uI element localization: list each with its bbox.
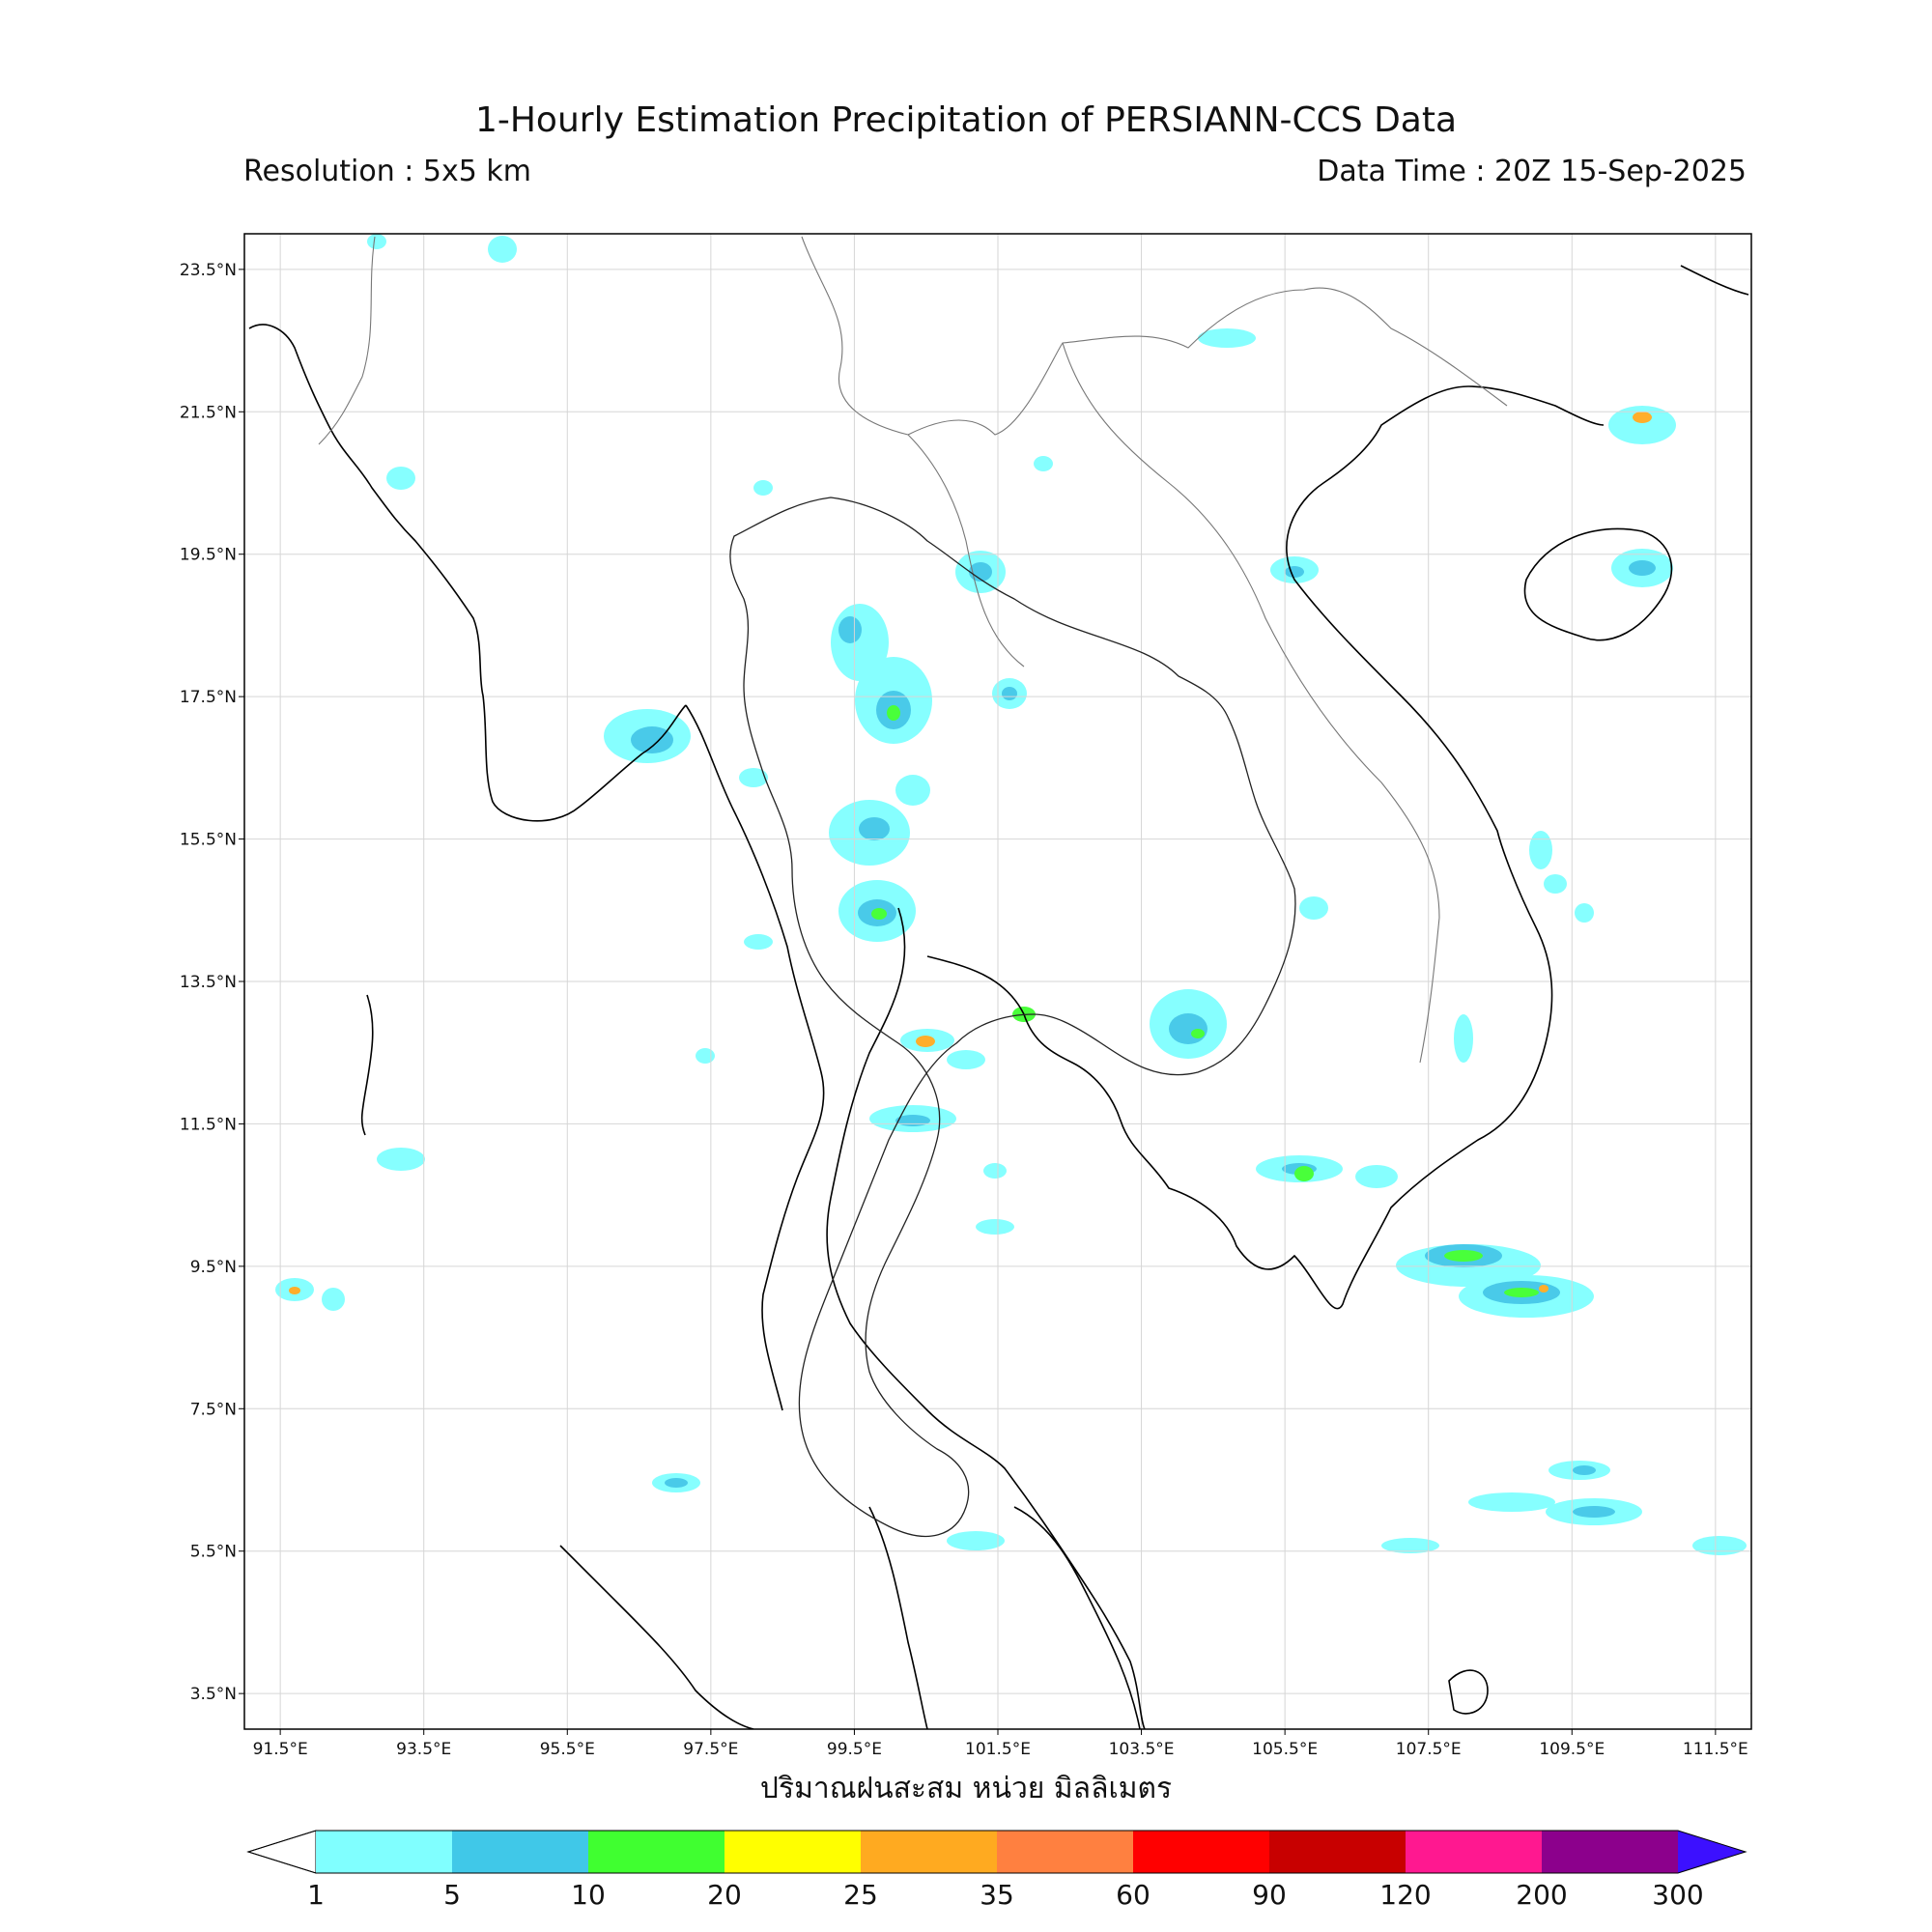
colorbar-segment [316,1831,452,1873]
colorbar-tick-label: 1 [307,1879,325,1911]
lat-tick-label: 7.5°N [190,1400,237,1419]
colorbar-segment [1542,1831,1678,1873]
graticule [244,234,1751,1729]
colorbar-tick-label: 90 [1252,1879,1287,1911]
lat-tick-label: 11.5°N [180,1115,237,1134]
lon-tick-label: 95.5°E [540,1740,595,1759]
lat-tick-label: 21.5°N [180,403,237,422]
colorbar-segment [1133,1831,1269,1873]
thailand-outline [729,497,1296,1538]
colorbar-frame [246,1830,1747,1874]
precipitation-layer [275,234,1747,1555]
colorbar-extend-low [246,1830,317,1874]
lon-tick-label: 101.5°E [965,1740,1031,1759]
lon-tick-label: 93.5°E [396,1740,451,1759]
colorbar-extend-high [1678,1831,1746,1873]
colorbar-segment [861,1831,997,1873]
longitude-labels: 91.5°E 93.5°E 95.5°E 97.5°E 99.5°E 101.5°E 103… [253,1729,1748,1759]
lon-tick-label: 99.5°E [827,1740,882,1759]
lon-tick-label: 103.5°E [1109,1740,1175,1759]
data-time-label: Data Time : 20Z 15-Sep-2025 [1317,155,1747,188]
colorbar-tick-label: 20 [707,1879,742,1911]
lon-tick-label: 97.5°E [683,1740,738,1759]
colorbar-tick-label: 120 [1379,1879,1431,1911]
colorbar-tick-label: 35 [980,1879,1014,1911]
colorbar-tick-label: 10 [571,1879,606,1911]
colorbar-segment [724,1831,861,1873]
lat-tick-label: 17.5°N [180,688,237,707]
lat-tick-label: 13.5°N [180,973,237,992]
resolution-label: Resolution : 5x5 km [243,155,531,188]
lat-tick-label: 23.5°N [180,261,237,280]
lon-tick-label: 105.5°E [1252,1740,1318,1759]
lon-tick-label: 107.5°E [1396,1740,1462,1759]
lon-tick-label: 111.5°E [1683,1740,1748,1759]
unit-label: ปริมาณฝนสะสม หน่วย มิลลิเมตร [759,1772,1173,1805]
colorbar-segment [588,1831,724,1873]
colorbar-tick-label: 200 [1516,1879,1567,1911]
lat-tick-label: 3.5°N [190,1685,237,1704]
lat-tick-label: 5.5°N [190,1543,237,1562]
lon-tick-label: 91.5°E [253,1740,308,1759]
colorbar-segment [1269,1831,1406,1873]
colorbar: 1 5 10 20 25 35 60 90 120 200 300 [246,1830,1747,1911]
lat-tick-label: 9.5°N [190,1258,237,1277]
country-borders [318,236,1508,1064]
coastlines [248,265,1749,1729]
colorbar-tick-label: 300 [1652,1879,1703,1911]
colorbar-segment [1406,1831,1542,1873]
colorbar-segment [997,1831,1133,1873]
chart-title: 1-Hourly Estimation Precipitation of PER… [474,100,1458,140]
colorbar-segment [452,1831,588,1873]
lat-tick-label: 19.5°N [180,546,237,565]
lat-tick-label: 15.5°N [180,831,237,850]
lon-tick-label: 109.5°E [1539,1740,1605,1759]
colorbar-tick-label: 25 [843,1879,878,1911]
map-content [244,234,1751,1729]
colorbar-tick-label: 60 [1116,1879,1151,1911]
colorbar-tick-label: 5 [443,1879,461,1911]
latitude-labels: 23.5°N 21.5°N 19.5°N 17.5°N 15.5°N 13.5°N 11.5… [180,261,244,1704]
